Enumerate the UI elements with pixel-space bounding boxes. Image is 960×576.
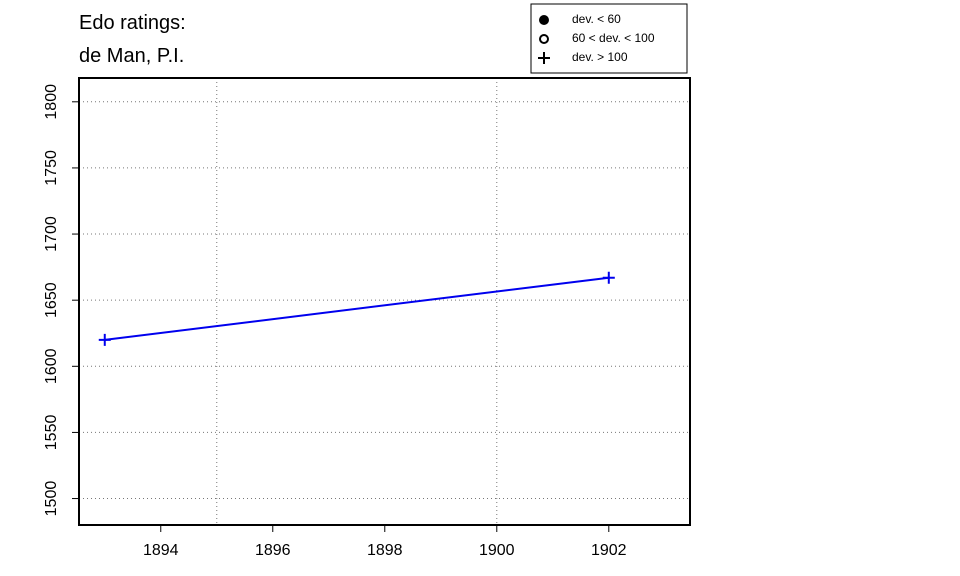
- chart-title: de Man, P.I.: [79, 45, 184, 67]
- y-tick-label: 1800: [43, 84, 60, 120]
- x-tick-label: 1894: [143, 542, 179, 559]
- y-tick-label: 1700: [43, 216, 60, 252]
- y-tick-label: 1650: [43, 282, 60, 318]
- point: [98, 333, 111, 346]
- legend-label: dev. > 100: [572, 50, 628, 64]
- line: [104, 276, 609, 341]
- point: [539, 34, 549, 44]
- point: [538, 52, 550, 64]
- legend-label: dev. < 60: [572, 12, 621, 26]
- point: [539, 15, 549, 25]
- chart-title: Edo ratings:: [79, 12, 186, 34]
- plot-frame: [78, 77, 691, 526]
- legend-label: 60 < dev. < 100: [572, 31, 655, 45]
- legend-box: [530, 3, 688, 74]
- point: [602, 271, 615, 284]
- y-tick-label: 1500: [43, 481, 60, 517]
- x-tick-label: 1896: [255, 542, 291, 559]
- x-tick-label: 1902: [591, 542, 627, 559]
- x-tick-label: 1898: [367, 542, 403, 559]
- y-tick-label: 1550: [43, 415, 60, 451]
- y-tick-label: 1600: [43, 348, 60, 384]
- x-tick-label: 1900: [479, 542, 515, 559]
- y-tick-label: 1750: [43, 150, 60, 186]
